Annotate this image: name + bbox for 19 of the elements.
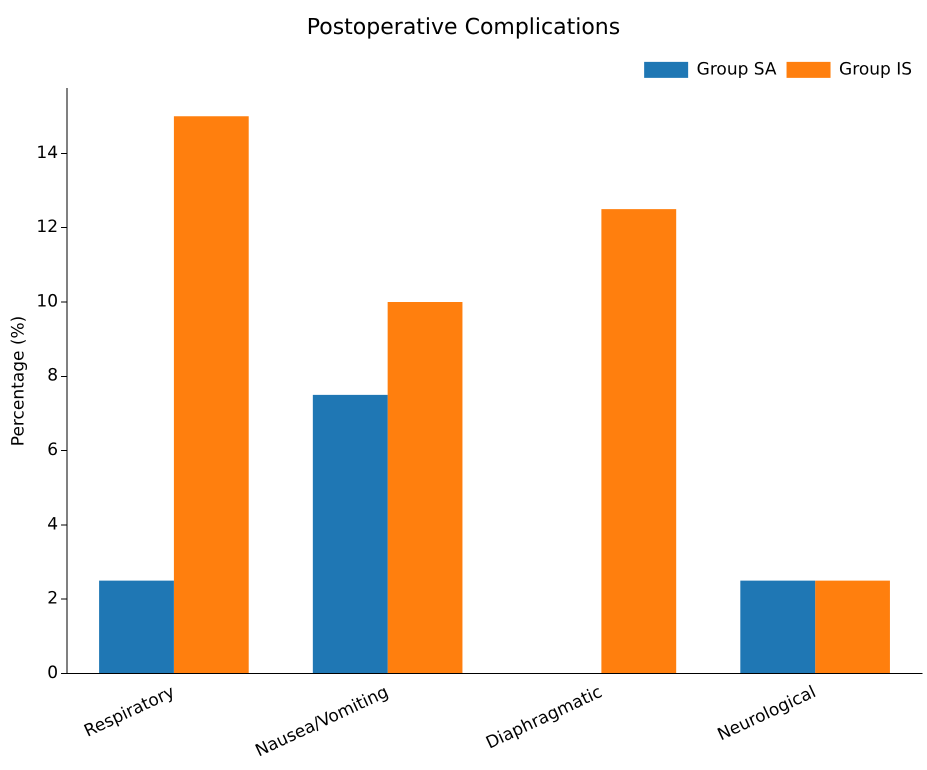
y-tick-label: 10 [36, 291, 58, 312]
bar [312, 394, 388, 674]
y-tick-label: 0 [47, 662, 58, 683]
bar [601, 209, 676, 674]
y-tick-label: 8 [47, 366, 58, 386]
bar [174, 116, 249, 674]
y-tick-label: 4 [47, 514, 58, 534]
bar [99, 580, 174, 674]
y-axis-title: Percentage (%) [8, 316, 29, 446]
y-tick-label: 2 [47, 588, 58, 609]
chart-title: Postoperative Complications [306, 14, 620, 40]
bar [740, 580, 816, 674]
y-tick-label: 6 [47, 440, 58, 460]
bar [388, 302, 462, 674]
bar [815, 580, 890, 674]
legend-label: Group IS [839, 59, 912, 80]
legend-label: Group SA [696, 59, 777, 80]
y-tick-label: 12 [36, 217, 58, 238]
y-tick-label: 14 [36, 142, 58, 163]
